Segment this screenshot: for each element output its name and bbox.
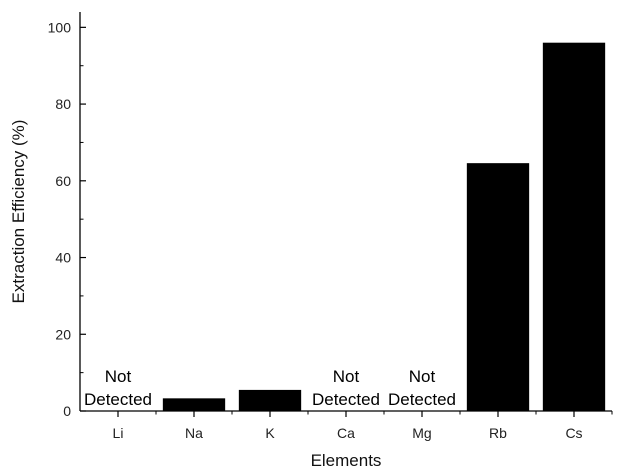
annotation-mg-line-2: Detected [388, 390, 456, 409]
y-tick-label-100: 100 [48, 19, 72, 35]
bar-na [162, 398, 226, 411]
y-tick-label-40: 40 [55, 250, 71, 266]
plot-area: 0 20 40 60 80 100 Li Na K Ca Mg Rb Cs Not Detected Not D… [48, 12, 613, 441]
y-tick-label-0: 0 [63, 403, 71, 419]
x-tick-label-rb: Rb [489, 425, 507, 441]
annotation-li-line-2: Detected [84, 390, 152, 409]
x-tick-label-na: Na [185, 425, 203, 441]
x-axis-title: Elements [311, 451, 382, 470]
bar-rb [466, 163, 530, 411]
y-tick-label-60: 60 [55, 173, 71, 189]
annotation-ca-line-1: Not [333, 367, 360, 386]
bar-cs [542, 42, 606, 411]
x-tick-label-ca: Ca [337, 425, 355, 441]
bar-k [238, 389, 302, 411]
x-tick-label-mg: Mg [412, 425, 431, 441]
x-tick-label-cs: Cs [565, 425, 582, 441]
annotation-mg-line-1: Not [409, 367, 436, 386]
x-tick-label-li: Li [113, 425, 124, 441]
annotation-ca-line-2: Detected [312, 390, 380, 409]
y-axis-title: Extraction Efficiency (%) [9, 120, 28, 304]
x-tick-label-k: K [265, 425, 275, 441]
annotation-li-line-1: Not [105, 367, 132, 386]
y-tick-label-80: 80 [55, 96, 71, 112]
y-tick-label-20: 20 [55, 326, 71, 342]
